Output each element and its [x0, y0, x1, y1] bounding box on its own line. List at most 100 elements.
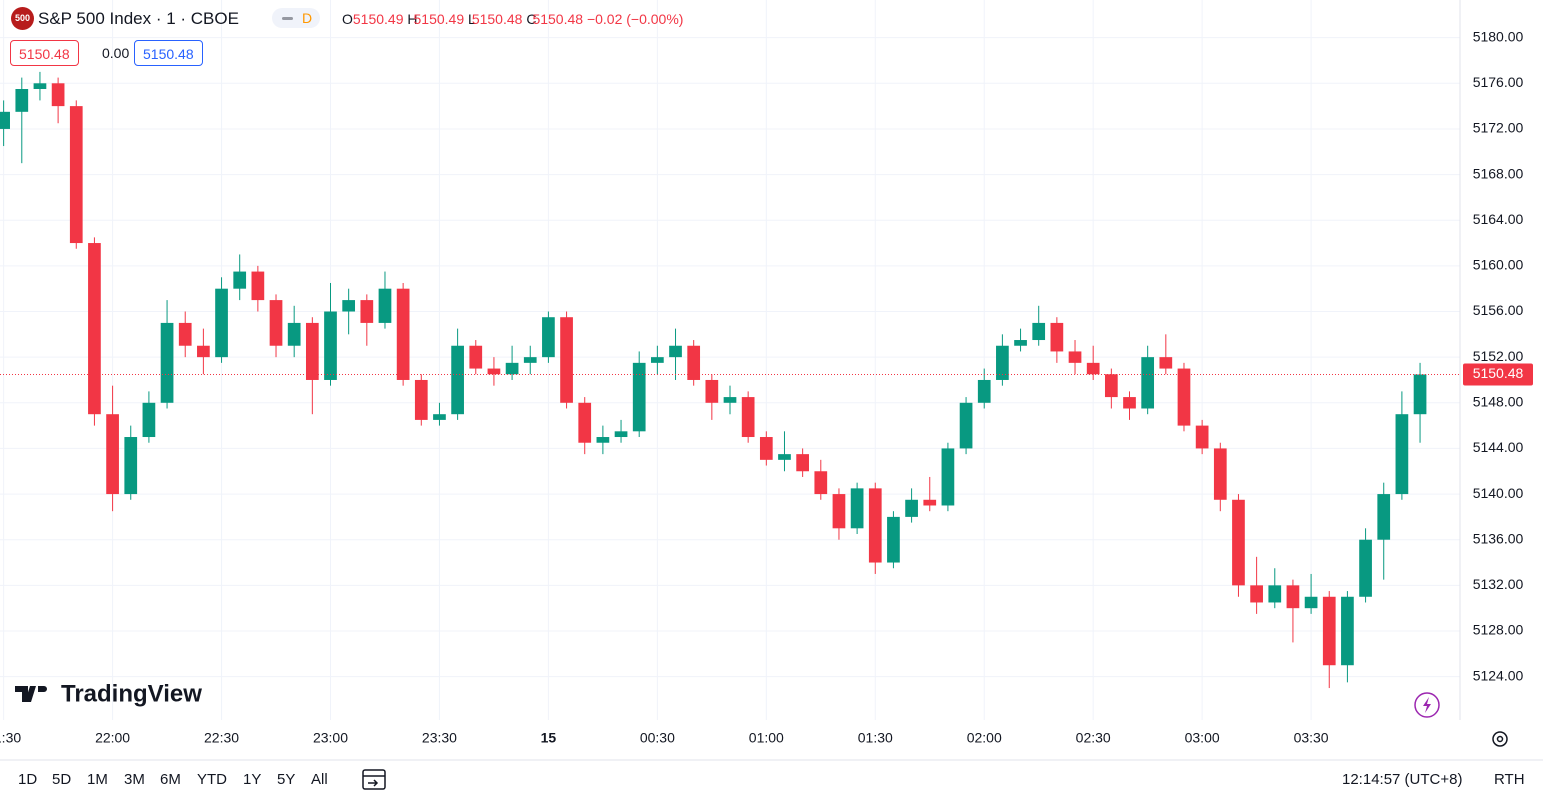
- candle-body: [796, 454, 809, 472]
- candle-body: [287, 322, 301, 346]
- range-button[interactable]: YTD: [197, 771, 227, 788]
- low-label: L: [468, 11, 476, 27]
- range-button[interactable]: 1M: [87, 771, 108, 788]
- candle-body: [996, 345, 1009, 380]
- candle-body: [269, 300, 283, 346]
- open-value: 5150.49: [352, 11, 404, 27]
- candle-body: [215, 288, 228, 358]
- candle-body: [451, 345, 464, 415]
- calendar-icon-arrow[interactable]: [368, 779, 379, 787]
- candle-body: [1413, 374, 1427, 415]
- candle-body: [850, 488, 864, 529]
- candle-body: [1232, 499, 1245, 586]
- range-button[interactable]: 3M: [124, 771, 145, 788]
- y-tick-label: 5140.00: [1473, 485, 1524, 501]
- range-button[interactable]: 1D: [18, 771, 38, 788]
- candle-body: [941, 448, 955, 506]
- candle-body: [433, 414, 446, 420]
- settings-icon[interactable]: [1492, 731, 1508, 747]
- candle-body: [632, 362, 646, 432]
- y-tick-label: 5148.00: [1473, 393, 1524, 409]
- y-tick-label: 5164.00: [1473, 211, 1524, 227]
- candle-body: [1086, 362, 1100, 375]
- low-value: 5150.48: [471, 11, 523, 27]
- candle-body: [1177, 368, 1191, 426]
- range-button[interactable]: 6M: [160, 771, 181, 788]
- status-pill[interactable]: D: [272, 8, 320, 28]
- candle-body: [251, 271, 265, 301]
- y-tick-label: 5160.00: [1473, 257, 1524, 273]
- x-tick-label: 22:30: [204, 730, 239, 746]
- candle-body: [832, 494, 846, 529]
- candle-body: [396, 288, 410, 380]
- change-value: −0.02 (−0.00%): [586, 11, 684, 27]
- ask-box[interactable]: 5150.48: [134, 40, 203, 66]
- x-tick-label: 03:30: [1294, 730, 1329, 746]
- candle-body: [887, 516, 900, 563]
- session-button[interactable]: RTH: [1494, 771, 1525, 788]
- lightning-icon[interactable]: [1423, 697, 1431, 713]
- last-price-label: 5150.48: [1473, 365, 1524, 381]
- candle-body: [142, 402, 156, 438]
- candle-body: [0, 111, 10, 129]
- candle-body: [977, 379, 991, 403]
- candle-body: [178, 322, 192, 346]
- y-tick-label: 5132.00: [1473, 576, 1524, 592]
- candle-body: [1032, 322, 1046, 341]
- candle-body: [51, 83, 65, 107]
- range-button[interactable]: All: [311, 771, 328, 788]
- range-button[interactable]: 5Y: [277, 771, 296, 788]
- candle-body: [1123, 397, 1136, 409]
- candle-body: [669, 345, 682, 358]
- y-tick-label: 5128.00: [1473, 622, 1524, 638]
- candle-body: [69, 106, 83, 244]
- candle-body: [160, 322, 174, 403]
- lightning-button[interactable]: [1414, 692, 1440, 718]
- x-tick-label: 15: [541, 730, 557, 746]
- candle-body: [814, 471, 828, 495]
- candle-body: [1377, 494, 1391, 540]
- grid: [0, 0, 1460, 720]
- y-tick-label: 5144.00: [1473, 439, 1524, 455]
- open-label: O: [342, 11, 353, 27]
- candle-body: [560, 317, 573, 403]
- clock[interactable]: 12:14:57 (UTC+8): [1342, 771, 1463, 788]
- candle-body: [342, 300, 356, 312]
- lightning-circle[interactable]: [1414, 692, 1440, 718]
- candle-body: [324, 311, 337, 380]
- y-tick-label: 5168.00: [1473, 165, 1524, 181]
- candle-body: [741, 397, 755, 438]
- candle-body: [1250, 585, 1263, 603]
- calendar-button[interactable]: [362, 769, 386, 790]
- candle-body: [1159, 357, 1173, 369]
- symbol-icon: 500: [11, 7, 34, 30]
- last-price-badge: [1463, 363, 1533, 386]
- settings-button[interactable]: [1492, 731, 1508, 747]
- y-tick-label: 5136.00: [1473, 530, 1524, 546]
- candle-body: [905, 499, 918, 517]
- candle-body: [705, 379, 719, 403]
- ohlc-legend: O5150.49 H5150.49 L5150.48 C5150.48 −0.0…: [342, 8, 683, 30]
- candle-body: [1068, 351, 1082, 363]
- candle-body: [687, 345, 701, 380]
- bid-box[interactable]: 5150.48: [10, 40, 79, 66]
- candle-body: [1268, 585, 1282, 603]
- spread-value: 0.00: [102, 45, 130, 61]
- candle-body: [1014, 340, 1027, 346]
- x-tick-label: 02:00: [967, 730, 1002, 746]
- range-button[interactable]: 5D: [52, 771, 72, 788]
- watermark: TradingView: [15, 680, 202, 707]
- calendar-icon[interactable]: [362, 769, 386, 790]
- candle-body: [723, 397, 737, 403]
- candle-body: [651, 357, 664, 363]
- range-button[interactable]: 1Y: [243, 771, 262, 788]
- symbol-title[interactable]: S&P 500 Index · 1 · CBOE: [38, 9, 239, 28]
- settings-icon-core[interactable]: [1496, 735, 1504, 743]
- candle-body: [959, 402, 973, 449]
- candle-body: [923, 499, 937, 506]
- x-tick-label: 22:00: [95, 730, 130, 746]
- status-dash: [282, 17, 293, 20]
- close-label: C: [526, 11, 537, 27]
- candle-body: [1341, 596, 1354, 666]
